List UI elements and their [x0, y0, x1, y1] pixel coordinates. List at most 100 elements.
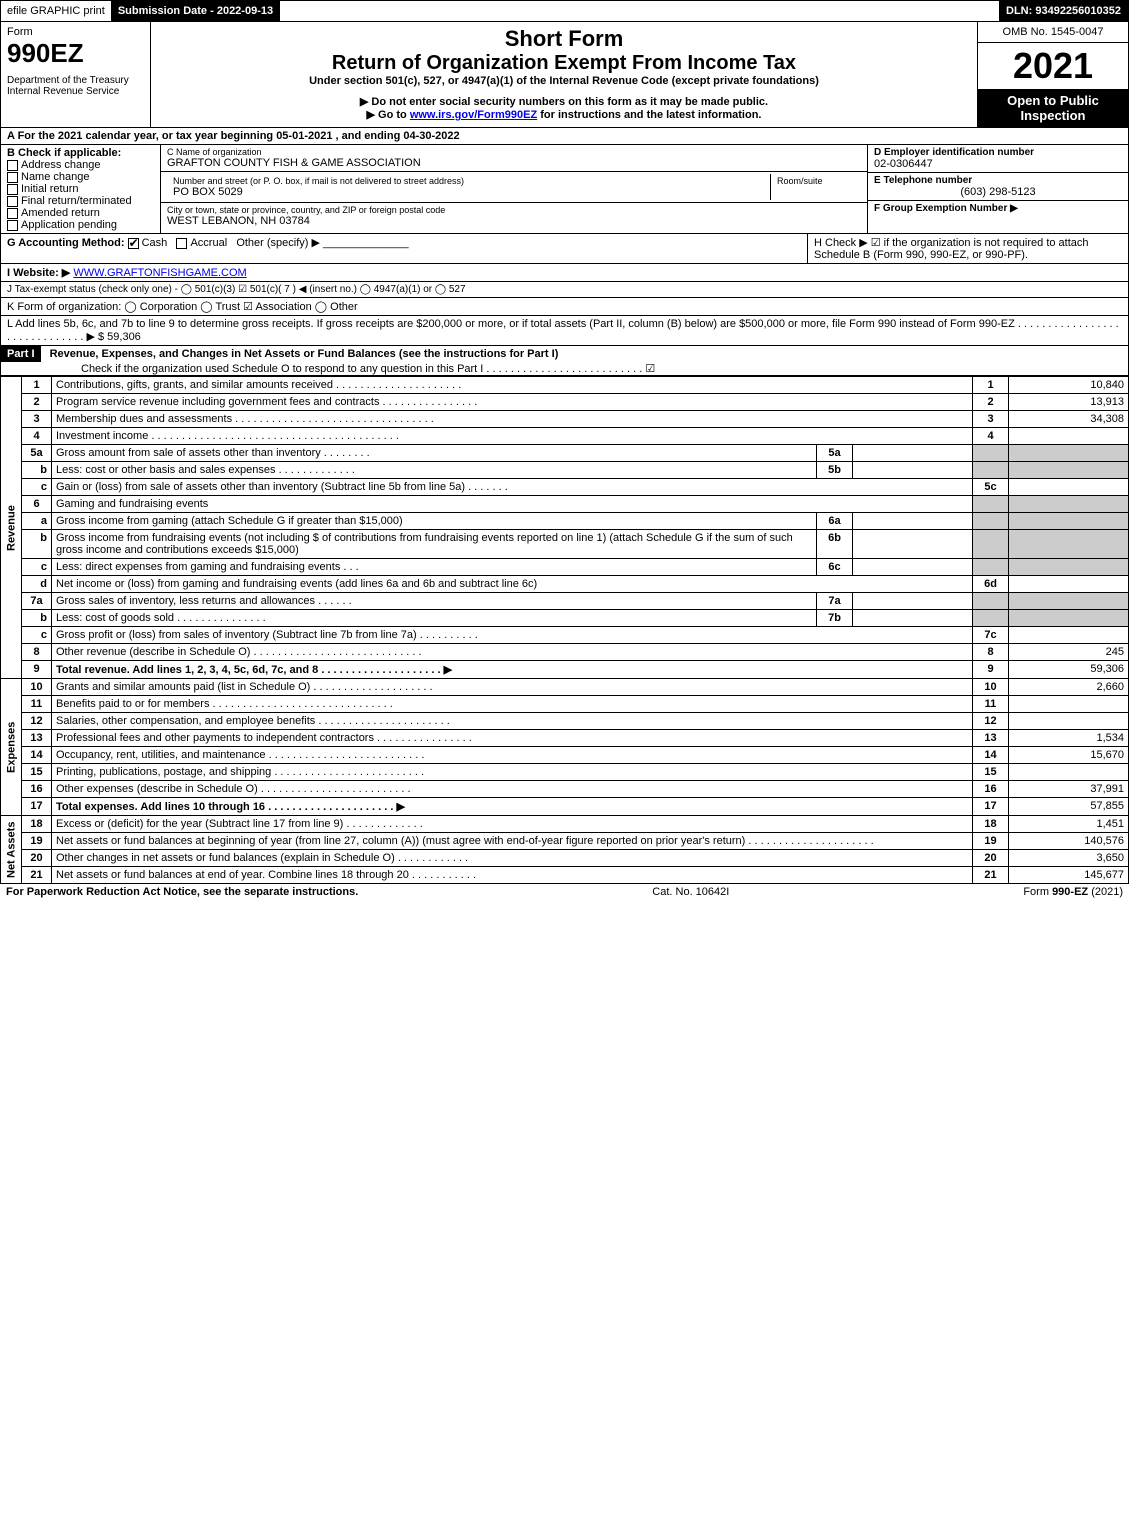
line-j: J Tax-exempt status (check only one) - ◯…: [0, 282, 1129, 298]
l21-n: 21: [22, 867, 52, 884]
l7c-a: [1009, 627, 1129, 644]
row-2: 2Program service revenue including gover…: [1, 394, 1129, 411]
box-def: D Employer identification number 02-0306…: [868, 145, 1128, 233]
l15-n: 15: [22, 764, 52, 781]
l5a-mid: 5a: [817, 445, 853, 462]
l9-d: Total revenue. Add lines 1, 2, 3, 4, 5c,…: [56, 664, 452, 676]
department: Department of the Treasury Internal Reve…: [7, 75, 144, 97]
top-bar: efile GRAPHIC print Submission Date - 20…: [0, 0, 1129, 22]
l14-ln: 14: [973, 747, 1009, 764]
l10-ln: 10: [973, 679, 1009, 696]
l5b-mid: 5b: [817, 462, 853, 479]
l21-d: Net assets or fund balances at end of ye…: [56, 869, 409, 881]
l16-ln: 16: [973, 781, 1009, 798]
l6-d: Gaming and fundraising events: [52, 496, 973, 513]
l5a-grey2: [1009, 445, 1129, 462]
l5c-ln: 5c: [973, 479, 1009, 496]
l8-d: Other revenue (describe in Schedule O): [56, 646, 250, 658]
l8-a: 245: [1009, 644, 1129, 661]
l12-ln: 12: [973, 713, 1009, 730]
header-left: Form 990EZ Department of the Treasury In…: [1, 22, 151, 127]
row-7b: bLess: cost of goods sold . . . . . . . …: [1, 610, 1129, 627]
l5a-a: [853, 445, 973, 462]
dln: DLN: 93492256010352: [1000, 1, 1128, 21]
line-h: H Check ▶ ☑ if the organization is not r…: [808, 234, 1128, 263]
l7b-grey2: [1009, 610, 1129, 627]
org-city-row: City or town, state or province, country…: [161, 203, 867, 229]
revenue-label: Revenue: [1, 377, 22, 679]
netassets-label: Net Assets: [1, 816, 22, 884]
irs-link[interactable]: www.irs.gov/Form990EZ: [410, 109, 537, 121]
l17-ln: 17: [973, 798, 1009, 816]
l7a-grey1: [973, 593, 1009, 610]
l6a-mid: 6a: [817, 513, 853, 530]
l19-d: Net assets or fund balances at beginning…: [56, 835, 745, 847]
row-21: 21 Net assets or fund balances at end of …: [1, 867, 1129, 884]
row-10: Expenses 10Grants and similar amounts pa…: [1, 679, 1129, 696]
row-19: 19Net assets or fund balances at beginni…: [1, 833, 1129, 850]
line-g: G Accounting Method: Cash Accrual Other …: [1, 234, 808, 263]
l8-n: 8: [22, 644, 52, 661]
tel-value: (603) 298-5123: [874, 186, 1122, 198]
row-11: 11Benefits paid to or for members . . . …: [1, 696, 1129, 713]
website-link[interactable]: WWW.GRAFTONFISHGAME.COM: [73, 267, 246, 279]
l7c-n: c: [22, 627, 52, 644]
line-l: L Add lines 5b, 6c, and 7b to line 9 to …: [0, 316, 1129, 346]
row-13: 13 Professional fees and other payments t…: [1, 730, 1129, 747]
expenses-label: Expenses: [1, 679, 22, 816]
l7b-mid: 7b: [817, 610, 853, 627]
opt-address-change: Address change: [7, 159, 154, 171]
l1-ln: 1: [973, 377, 1009, 394]
l5a-grey1: [973, 445, 1009, 462]
org-street: PO BOX 5029: [173, 186, 764, 198]
org-name: GRAFTON COUNTY FISH & GAME ASSOCIATION: [167, 157, 861, 169]
note-goto-pre: ▶ Go to: [367, 109, 410, 121]
row-6a: aGross income from gaming (attach Schedu…: [1, 513, 1129, 530]
opt-final-return: Final return/terminated: [7, 195, 154, 207]
l17-d: Total expenses. Add lines 10 through 16 …: [56, 801, 405, 813]
part1-heading: Revenue, Expenses, and Changes in Net As…: [44, 348, 559, 360]
l17-n: 17: [22, 798, 52, 816]
form-word: Form: [7, 26, 144, 38]
header-mid: Short Form Return of Organization Exempt…: [151, 22, 978, 127]
subtitle: Under section 501(c), 527, or 4947(a)(1)…: [157, 75, 971, 87]
footer-left: For Paperwork Reduction Act Notice, see …: [6, 886, 358, 898]
line-k: K Form of organization: ◯ Corporation ◯ …: [0, 298, 1129, 316]
l13-a: 1,534: [1009, 730, 1129, 747]
l12-n: 12: [22, 713, 52, 730]
l5b-n: b: [22, 462, 52, 479]
l6a-grey1: [973, 513, 1009, 530]
l5c-d: Gain or (loss) from sale of assets other…: [56, 481, 465, 493]
row-20: 20Other changes in net assets or fund ba…: [1, 850, 1129, 867]
l6b-n: b: [22, 530, 52, 559]
l13-ln: 13: [973, 730, 1009, 747]
l7a-grey2: [1009, 593, 1129, 610]
l12-d: Salaries, other compensation, and employ…: [56, 715, 315, 727]
l6b-a: [853, 530, 973, 559]
row-6: 6Gaming and fundraising events: [1, 496, 1129, 513]
opt-name-change: Name change: [7, 171, 154, 183]
l7a-mid: 7a: [817, 593, 853, 610]
l10-d: Grants and similar amounts paid (list in…: [56, 681, 310, 693]
opt-final-return-label: Final return/terminated: [21, 195, 132, 207]
open-to-public: Open to Public Inspection: [978, 89, 1128, 127]
l20-d: Other changes in net assets or fund bala…: [56, 852, 395, 864]
l13-d: Professional fees and other payments to …: [56, 732, 374, 744]
line-g-label: G Accounting Method:: [7, 237, 125, 249]
part1-check: Check if the organization used Schedule …: [1, 362, 1128, 375]
l4-n: 4: [22, 428, 52, 445]
l5b-d: Less: cost or other basis and sales expe…: [56, 464, 276, 476]
form-header: Form 990EZ Department of the Treasury In…: [0, 22, 1129, 128]
org-street-label: Number and street (or P. O. box, if mail…: [173, 176, 764, 186]
l13-n: 13: [22, 730, 52, 747]
l9-n: 9: [22, 661, 52, 679]
l7a-d: Gross sales of inventory, less returns a…: [56, 595, 315, 607]
box-b: B Check if applicable: Address change Na…: [1, 145, 161, 233]
l3-n: 3: [22, 411, 52, 428]
l21-ln: 21: [973, 867, 1009, 884]
opt-application-pending: Application pending: [7, 219, 154, 231]
ein-row: D Employer identification number 02-0306…: [868, 145, 1128, 173]
opt-initial-return: Initial return: [7, 183, 154, 195]
line-l-amount: 59,306: [107, 331, 141, 343]
cash-label: Cash: [142, 237, 168, 249]
